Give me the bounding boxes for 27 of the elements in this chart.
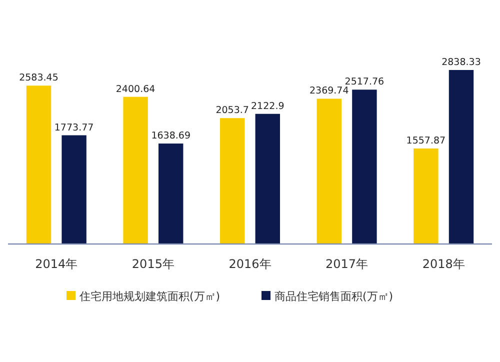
x-tick-label: 2014年 — [35, 257, 78, 271]
data-label: 2838.33 — [442, 57, 481, 68]
data-label: 2517.76 — [344, 76, 384, 88]
bar — [448, 70, 474, 244]
bar — [352, 90, 377, 244]
data-label: 2053.7 — [216, 105, 249, 116]
x-tick-label: 2017年 — [326, 257, 368, 271]
data-label: 1773.77 — [54, 122, 94, 134]
bar — [414, 148, 438, 244]
x-tick-label: 2016年 — [228, 257, 272, 271]
x-tick-label: 2015年 — [132, 257, 174, 271]
bar — [123, 96, 148, 244]
bar — [255, 114, 280, 244]
data-label: 1557.87 — [406, 135, 446, 146]
bar — [62, 135, 86, 244]
data-label: 2583.45 — [19, 72, 58, 84]
bar — [316, 98, 342, 244]
bar — [26, 86, 52, 244]
data-label: 2400.64 — [116, 84, 156, 95]
bar — [158, 144, 184, 244]
legend-label: 住宅用地规划建筑面积(万㎡) — [80, 290, 220, 303]
data-label: 2369.74 — [310, 86, 349, 97]
x-tick-label: 2018年 — [422, 257, 465, 271]
data-label: 2122.9 — [251, 100, 284, 112]
data-label: 1638.69 — [151, 130, 190, 142]
legend-label: 商品住宅销售面积(万㎡) — [274, 290, 394, 303]
bar — [220, 118, 245, 244]
